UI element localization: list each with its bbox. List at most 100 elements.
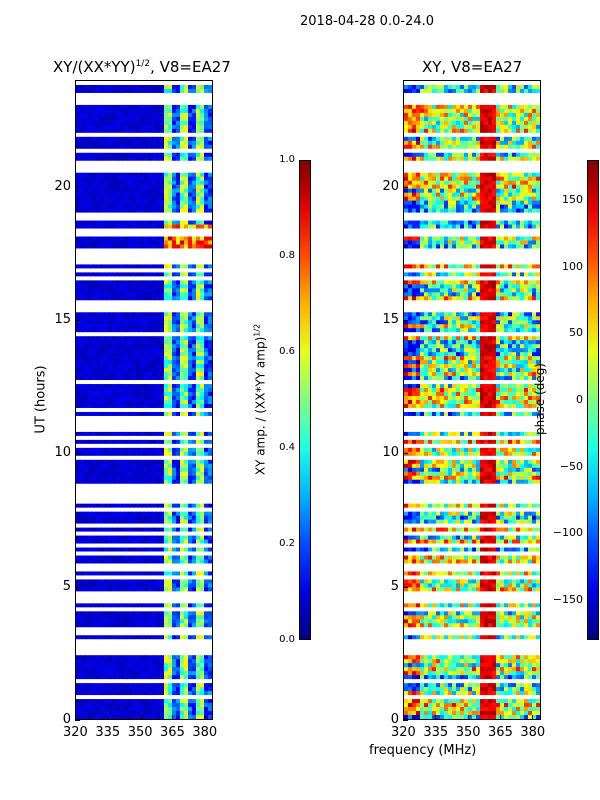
amp-heatmap-cell: [116, 156, 121, 162]
amp-heatmap-cell: [156, 196, 161, 202]
amp-heatmap-cell: [92, 372, 97, 377]
amp-heatmap-cell: [140, 527, 145, 532]
amp-heatmap-cell: [124, 240, 129, 245]
amp-heatmap-cell: [84, 81, 89, 86]
amp-heatmap-cell: [184, 364, 189, 369]
amp-heatmap-cell: [180, 607, 185, 612]
amp-heatmap-cell: [144, 332, 149, 337]
amp-heatmap-cell: [80, 108, 85, 114]
amp-heatmap-cell: [96, 643, 101, 648]
amp-heatmap-cell: [124, 352, 129, 357]
amp-heatmap-cell: [104, 392, 109, 397]
amp-heatmap-cell: [152, 300, 157, 305]
amp-heatmap-cell: [156, 595, 161, 600]
amp-heatmap-cell: [100, 547, 105, 552]
amp-heatmap-cell: [88, 463, 93, 469]
amp-heatmap-cell: [100, 396, 105, 401]
amp-heatmap-cell: [180, 364, 185, 369]
amp-heatmap-cell: [192, 264, 197, 269]
amp-heatmap-cell: [152, 427, 157, 433]
amp-heatmap-cell: [108, 619, 113, 624]
amp-heatmap-cell: [184, 543, 189, 548]
amp-heatmap-cell: [144, 587, 149, 592]
amp-heatmap-cell: [132, 224, 137, 229]
amp-heatmap-cell: [76, 260, 81, 265]
amp-heatmap-cell: [116, 116, 121, 122]
amp-heatmap-cell: [108, 308, 113, 313]
amp-heatmap-cell: [128, 587, 133, 592]
amp-heatmap-row: [76, 388, 212, 393]
amp-heatmap-cell: [160, 136, 165, 142]
amp-heatmap-cell: [128, 300, 133, 305]
amp-heatmap-cell: [188, 619, 193, 624]
amp-heatmap-cell: [120, 296, 125, 301]
amp-heatmap-cell: [148, 475, 153, 481]
amp-heatmap-cell: [120, 216, 125, 221]
amp-heatmap-cell: [92, 340, 97, 345]
amp-heatmap-cell: [88, 471, 93, 477]
amp-heatmap-cell: [116, 603, 121, 608]
amp-heatmap-cell: [112, 240, 117, 245]
amp-heatmap-cell: [104, 519, 109, 525]
amp-heatmap-cell: [164, 248, 169, 253]
amp-heatmap-cell: [196, 152, 201, 158]
amp-heatmap-cell: [168, 108, 173, 114]
amp-heatmap-cell: [100, 156, 105, 162]
amp-heatmap-cell: [104, 531, 109, 536]
amp-heatmap-cell: [188, 116, 193, 122]
amp-heatmap-cell: [84, 635, 89, 640]
amp-heatmap-cell: [192, 112, 197, 118]
amp-heatmap-cell: [120, 567, 125, 572]
amp-heatmap-row: [76, 627, 212, 632]
amp-heatmap-cell: [168, 300, 173, 305]
amp-heatmap-cell: [140, 543, 145, 548]
amp-heatmap-cell: [204, 360, 209, 365]
amp-heatmap-cell: [156, 272, 161, 277]
amp-heatmap-cell: [176, 511, 181, 517]
amp-heatmap-cell: [108, 208, 113, 213]
amp-heatmap-cell: [196, 268, 201, 273]
amp-heatmap-cell: [160, 400, 165, 405]
amp-heatmap-cell: [100, 380, 105, 385]
amp-heatmap-cell: [204, 583, 209, 588]
amp-heatmap-cell: [184, 300, 189, 305]
amp-heatmap-cell: [156, 228, 161, 233]
amp-heatmap-cell: [104, 487, 109, 493]
amp-heatmap-cell: [208, 81, 212, 86]
amp-heatmap-cell: [88, 92, 93, 98]
amp-heatmap-cell: [104, 483, 109, 489]
amp-heatmap-cell: [112, 471, 117, 477]
amp-heatmap-cell: [96, 511, 101, 517]
amp-heatmap-cell: [92, 519, 97, 525]
amp-heatmap-cell: [96, 184, 101, 190]
amp-heatmap-cell: [180, 81, 185, 86]
amp-heatmap-row: [76, 216, 212, 221]
amp-heatmap-cell: [188, 340, 193, 345]
amp-heatmap-row: [76, 376, 212, 381]
amp-heatmap-cell: [200, 81, 205, 86]
amp-heatmap-cell: [128, 483, 133, 489]
amp-heatmap-cell: [116, 196, 121, 202]
amp-heatmap-cell: [116, 376, 121, 381]
amp-heatmap-cell: [88, 372, 93, 377]
amp-heatmap-cell: [188, 136, 193, 142]
amp-heatmap-cell: [96, 248, 101, 253]
amp-heatmap-cell: [96, 615, 101, 620]
amp-heatmap-cell: [152, 88, 157, 94]
amp-heatmap-cell: [96, 372, 101, 377]
amp-heatmap-cell: [160, 124, 165, 130]
amp-heatmap-cell: [176, 244, 181, 249]
amp-heatmap-cell: [84, 96, 89, 102]
amp-heatmap-cell: [76, 499, 81, 505]
amp-heatmap-cell: [112, 184, 117, 190]
amp-heatmap-cell: [180, 380, 185, 385]
amp-heatmap-cell: [104, 224, 109, 229]
amp-heatmap-cell: [112, 467, 117, 473]
amp-heatmap-cell: [200, 603, 205, 608]
amp-heatmap-cell: [164, 100, 169, 106]
amp-heatmap-cell: [136, 635, 141, 640]
amp-heatmap-cell: [176, 116, 181, 122]
amp-heatmap-cell: [124, 272, 129, 277]
amp-heatmap-cell: [204, 591, 209, 596]
amp-heatmap-cell: [132, 623, 137, 628]
